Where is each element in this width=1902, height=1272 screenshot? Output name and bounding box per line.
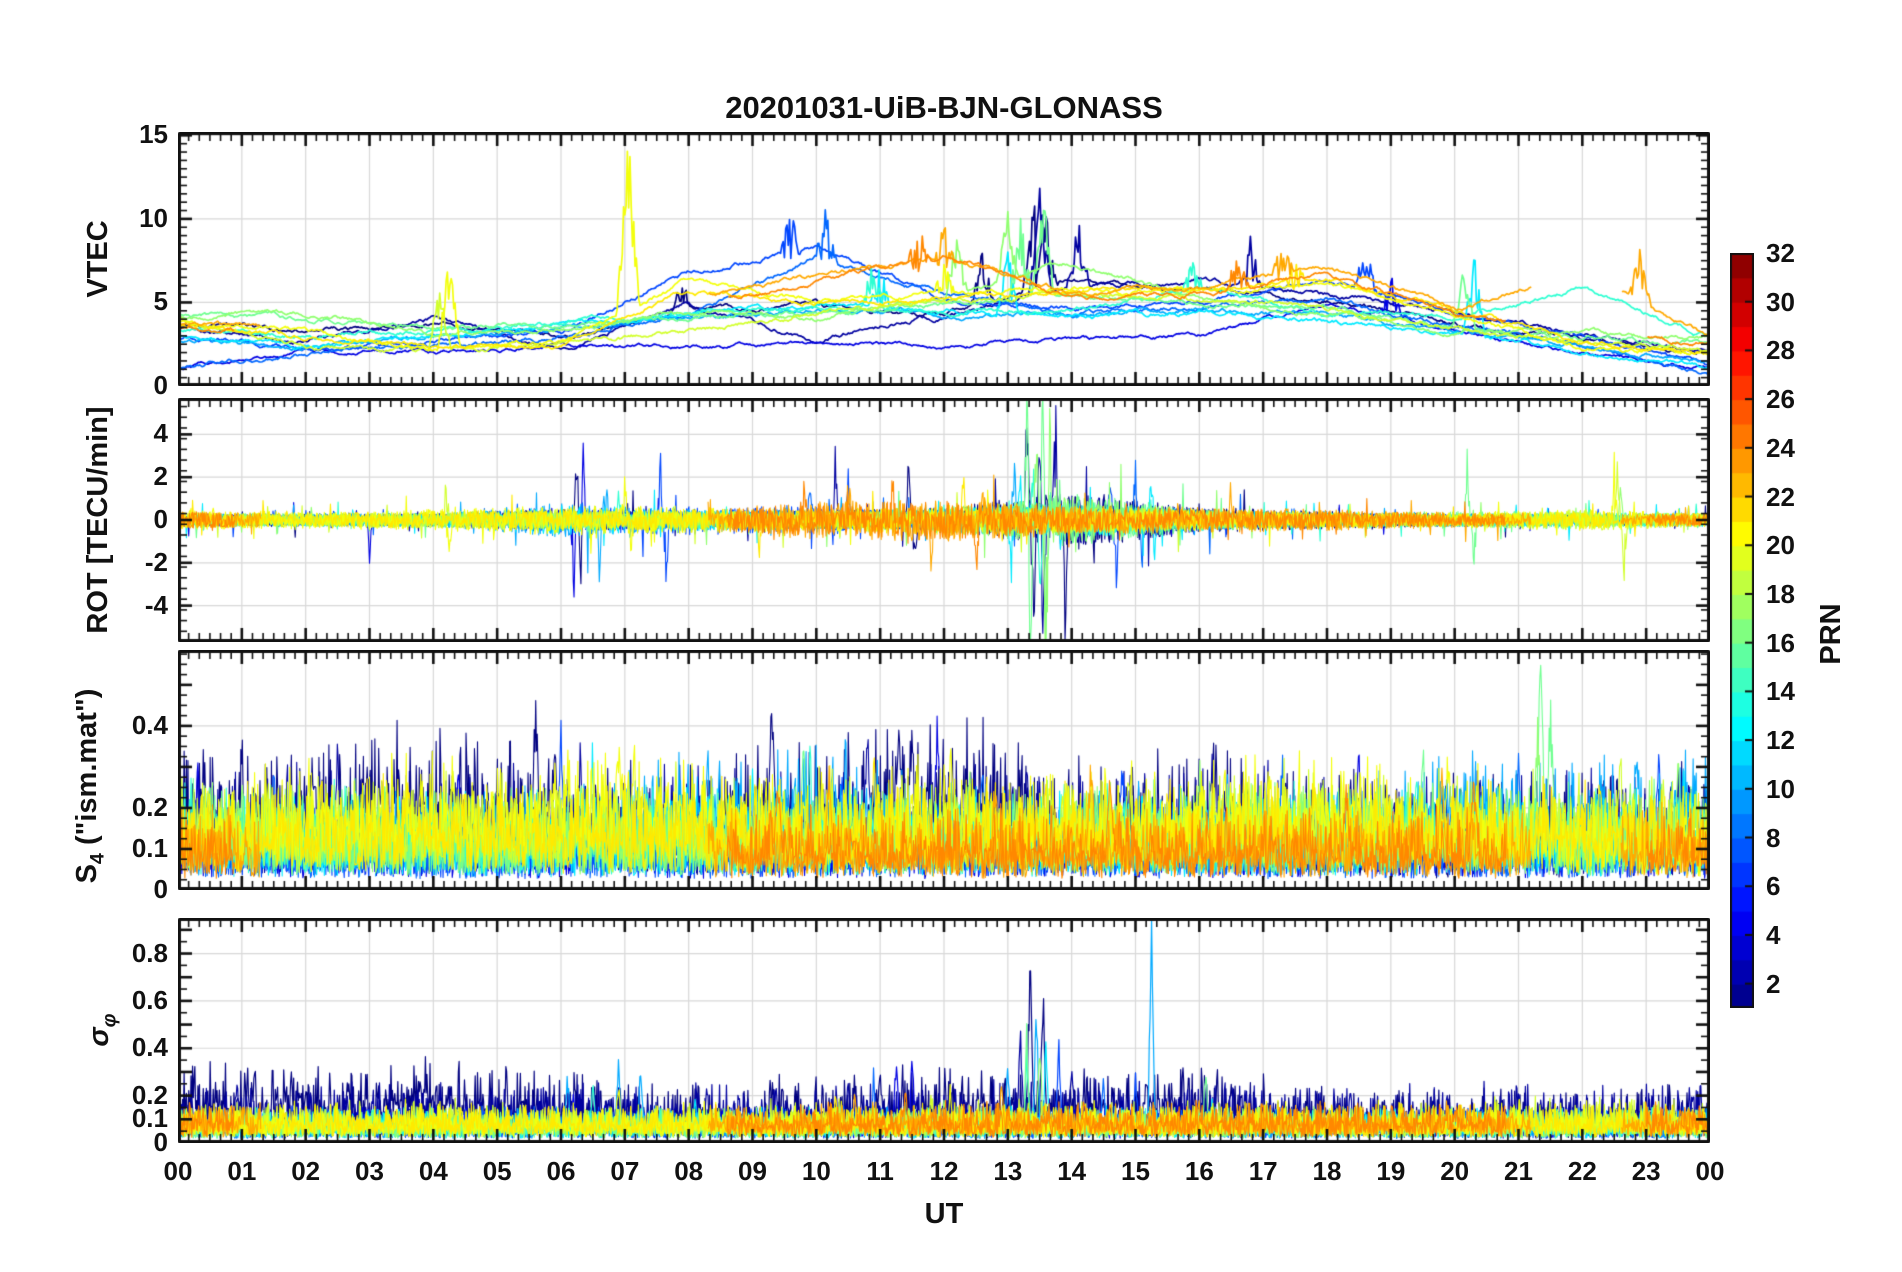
y-tick-label: 0 [153, 370, 168, 400]
colorbar-tick-label: 20 [1766, 530, 1795, 561]
ylabel-part: φ [98, 1013, 121, 1028]
colorbar-tick-label: 12 [1766, 725, 1795, 756]
y-tick-label: 5 [153, 286, 168, 317]
x-tick-label: 03 [355, 1156, 384, 1186]
y-tick-label: 15 [139, 119, 168, 150]
y-tick-label: -2 [144, 546, 168, 577]
colorbar-tick-label: 6 [1766, 871, 1781, 902]
vtec-panel-canvas [178, 132, 1710, 386]
colorbar-tick-label: 8 [1766, 822, 1781, 853]
x-tick-label: 08 [674, 1156, 704, 1186]
y-tick-label: 4 [153, 418, 168, 449]
colorbar-tick-label: 4 [1766, 919, 1781, 950]
colorbar-tick-label: 24 [1766, 432, 1795, 463]
x-tick-label: 09 [738, 1156, 767, 1186]
x-tick-label: 15 [1121, 1156, 1150, 1186]
colorbar-tick-label: 32 [1766, 238, 1795, 268]
x-tick-label: 02 [291, 1156, 321, 1186]
x-tick-label: 01 [227, 1156, 257, 1186]
x-tick-label: 22 [1567, 1156, 1597, 1186]
y-tick-label: 0 [153, 1127, 168, 1157]
y-tick-label: 2 [153, 461, 168, 492]
colorbar-tick-label: 16 [1766, 627, 1795, 658]
colorbar-canvas [1730, 253, 1754, 1008]
x-tick-label: 10 [801, 1156, 831, 1186]
s4-panel-canvas [178, 650, 1710, 890]
y-tick-label: 0.4 [131, 1032, 168, 1063]
y-tick-label: 0.1 [131, 1103, 168, 1134]
colorbar-tick-label: 10 [1766, 773, 1795, 804]
x-tick-label: 00 [163, 1156, 193, 1186]
y-tick-label: 0.6 [131, 984, 168, 1015]
x-tick-label: 13 [993, 1156, 1023, 1186]
colorbar-tick-label: 18 [1766, 578, 1795, 609]
y-tick-label: 0.8 [131, 937, 168, 968]
s4-ylabel: S4 ("ism.mat") [71, 616, 108, 956]
colorbar-tick-label: 2 [1766, 968, 1781, 999]
x-tick-label: 14 [1057, 1156, 1087, 1186]
x-tick-label: 05 [482, 1156, 512, 1186]
y-tick-label: 0 [153, 504, 168, 534]
y-tick-label: 0.4 [131, 709, 168, 740]
x-axis-label: UT [924, 1198, 964, 1230]
colorbar-tick-label: 22 [1766, 481, 1795, 512]
y-tick-label: 10 [139, 202, 168, 233]
x-tick-label: 17 [1248, 1156, 1278, 1186]
colorbar-tick-label: 28 [1766, 335, 1795, 366]
x-tick-label: 12 [929, 1156, 959, 1186]
y-tick-label: 0.2 [131, 1079, 168, 1110]
rot-panel-canvas [178, 398, 1710, 642]
x-tick-label: 18 [1312, 1156, 1342, 1186]
x-tick-label: 07 [610, 1156, 640, 1186]
y-tick-label: 0.2 [131, 791, 168, 822]
x-tick-label: 04 [418, 1156, 448, 1186]
vtec-ylabel: VTEC [82, 109, 116, 409]
chart-title: 20201031-UiB-BJN-GLONASS [725, 90, 1163, 125]
x-tick-label: 21 [1504, 1156, 1533, 1186]
colorbar-tick-label: 26 [1766, 384, 1795, 415]
x-tick-label: 16 [1184, 1156, 1214, 1186]
x-tick-label: 19 [1376, 1156, 1406, 1186]
y-tick-label: -4 [144, 589, 168, 620]
colorbar-tick-label: 14 [1766, 676, 1795, 707]
colorbar-tick-label: 30 [1766, 286, 1795, 317]
y-tick-label: 0.1 [131, 832, 168, 863]
y-tick-label: 0 [153, 874, 168, 904]
x-tick-label: 23 [1631, 1156, 1661, 1186]
x-tick-label: 11 [866, 1156, 894, 1186]
sigmaphi-panel-canvas [178, 918, 1710, 1143]
x-tick-label: 00 [1695, 1156, 1725, 1186]
x-tick-label: 06 [546, 1156, 576, 1186]
x-tick-label: 20 [1440, 1156, 1470, 1186]
